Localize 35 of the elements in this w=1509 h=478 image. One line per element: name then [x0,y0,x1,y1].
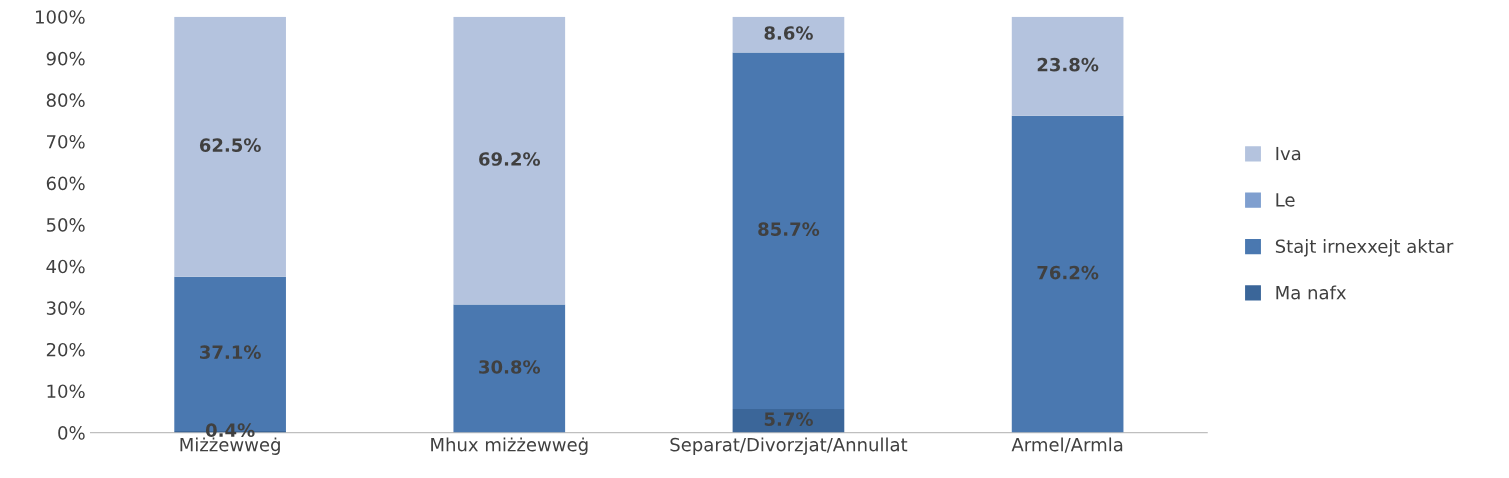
bar [453,304,566,433]
bar [732,16,845,53]
legend-label: Le [1276,193,1295,207]
bar [732,52,845,409]
x-tick-label: Separat/Divorzjat/Annullat [670,437,908,455]
y-tick-label: 80% [46,93,85,108]
y-tick-label: 50% [46,218,85,232]
x-tick-label: Armel/Armla [1011,437,1123,453]
y-tick-label: 70% [47,134,85,149]
legend-label: Ma nafx [1276,285,1347,300]
y-tick-label: 20% [46,342,85,357]
data-label: 5.7% [764,412,813,426]
y-tick-label: 40% [46,259,85,274]
y-tick-label: 100% [36,10,85,24]
bar [453,16,566,305]
data-label: 69.2% [479,152,541,166]
y-tick-label: 30% [46,301,85,315]
data-label: 37.1% [200,345,261,360]
data-label: 76.2% [1037,265,1099,280]
data-label: 8.6% [764,26,813,40]
bar [1011,16,1124,116]
x-tick-label: Mhux miżżewweġ [431,437,588,455]
data-label: 85.7% [758,222,820,236]
data-label: 62.5% [199,138,261,152]
bar [1011,115,1124,433]
x-tick-label: Miżżewweġ [180,437,280,455]
legend-label: Stajt irnexxejt aktar [1275,239,1454,257]
y-tick-label: 60% [46,176,85,191]
y-tick-label: 0% [58,426,85,440]
y-tick-label: 10% [47,384,85,399]
legend-label: Iva [1276,146,1301,161]
y-tick-label: 90% [46,51,85,66]
data-label: 30.8% [479,360,541,374]
bar [174,16,286,277]
data-label: 23.8% [1037,57,1099,72]
